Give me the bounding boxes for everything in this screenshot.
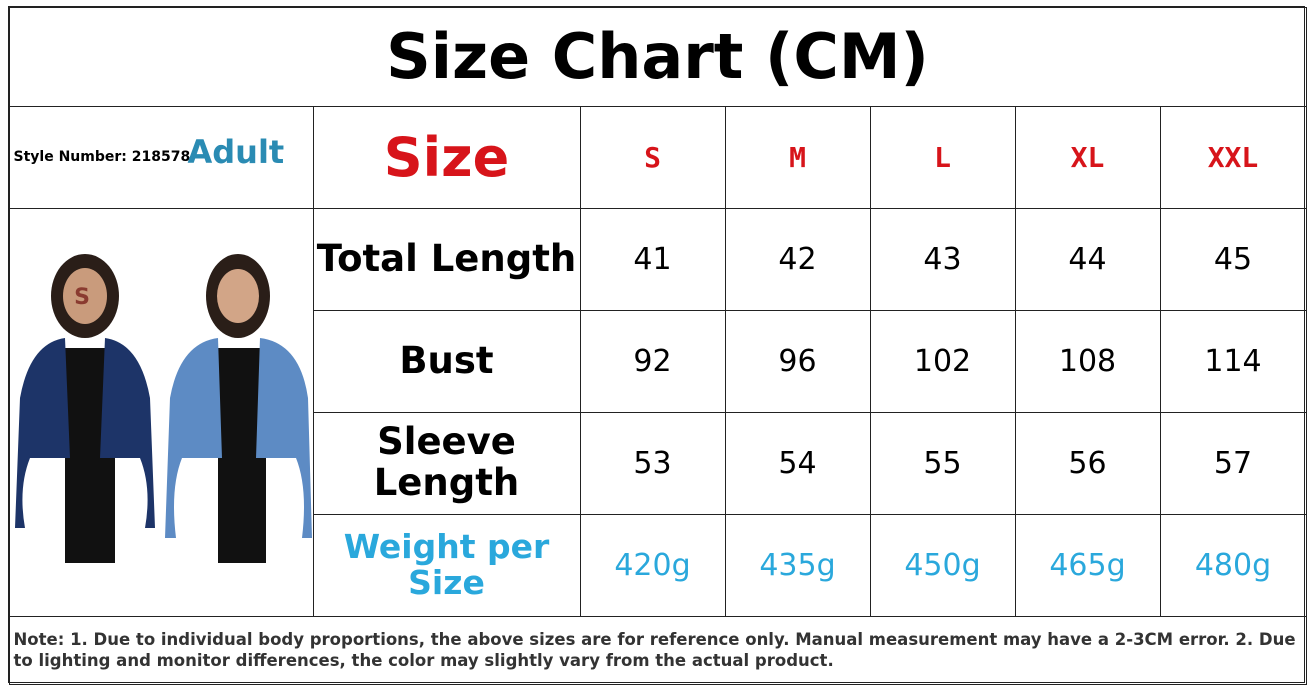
- row-label: Sleeve Length: [312, 411, 581, 515]
- size: L: [869, 105, 1016, 209]
- cell-value: 96: [724, 309, 871, 413]
- size: XXL: [1159, 105, 1307, 209]
- cell-value: 53: [579, 411, 726, 515]
- cell-value: 43: [869, 207, 1016, 311]
- row-label: Weight per Size: [312, 513, 581, 617]
- row-label: Total Length: [312, 207, 581, 311]
- style-number: Style Number: 218578: [13, 149, 191, 165]
- cell-value: 102: [869, 309, 1016, 413]
- cell-value: 480g: [1159, 513, 1307, 617]
- row-label: Bust: [312, 309, 581, 413]
- note: Note: 1. Due to individual body proporti…: [8, 615, 1307, 685]
- cell-value: 45: [1159, 207, 1307, 311]
- cell-value: 108: [1014, 309, 1161, 413]
- image-label: S: [74, 285, 90, 310]
- cell-value: 450g: [869, 513, 1016, 617]
- model-light: [164, 254, 312, 563]
- title: Size Chart (CM): [8, 6, 1307, 107]
- cell-value: 44: [1014, 207, 1161, 311]
- size-chart: Size Chart (CM) Style Number: 218578 Adu…: [8, 6, 1307, 685]
- cell-value: 420g: [579, 513, 726, 617]
- style-cell: Style Number: 218578 Adult: [8, 105, 314, 209]
- audience: Adult: [187, 132, 285, 171]
- cell-value: 435g: [724, 513, 871, 617]
- size: M: [724, 105, 871, 209]
- cell-value: 56: [1014, 411, 1161, 515]
- cell-value: 54: [724, 411, 871, 515]
- cell-value: 92: [579, 309, 726, 413]
- size: S: [579, 105, 726, 209]
- cell-value: 114: [1159, 309, 1307, 413]
- cell-value: 42: [724, 207, 871, 311]
- cell-value: 55: [869, 411, 1016, 515]
- size-header: Size: [312, 105, 581, 209]
- size: XL: [1014, 105, 1161, 209]
- cell-value: 465g: [1014, 513, 1161, 617]
- product-image: S: [8, 207, 314, 617]
- models: S: [14, 254, 312, 563]
- model-dark: S: [14, 254, 155, 563]
- cell-value: 41: [579, 207, 726, 311]
- cell-value: 57: [1159, 411, 1307, 515]
